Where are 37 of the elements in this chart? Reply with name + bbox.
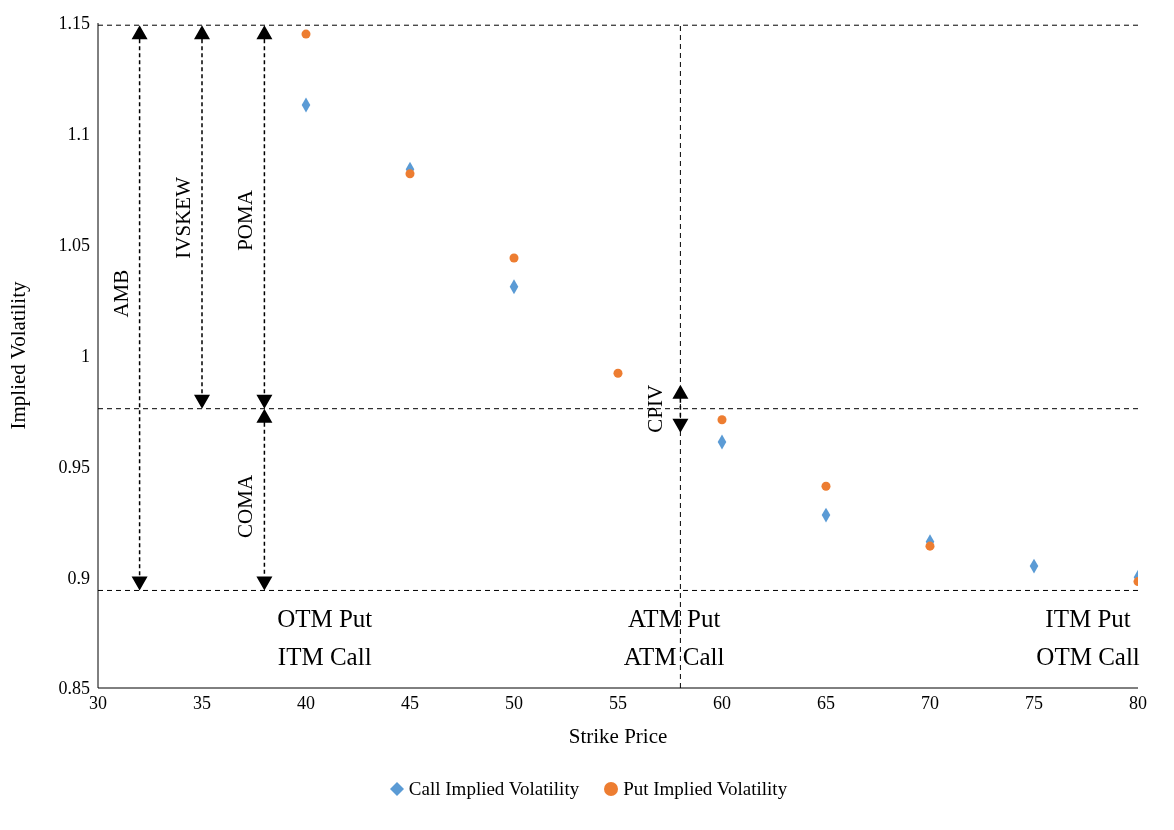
annotation: COMA [233,474,258,538]
x-tick-label: 60 [713,692,731,713]
point [613,368,623,378]
legend-label: Call Implied Volatility [408,778,580,800]
point [717,415,727,425]
y-tick-label: 1.05 [58,235,90,256]
x-axis-title: Strike Price [568,724,668,748]
x-tick-label: 75 [1025,692,1043,713]
point [301,29,311,39]
point [405,169,415,179]
y-axis-title: Implied Volatility [6,281,31,430]
legend-label: Put Implied Volatility [623,778,788,800]
annotation: OTM Put ITM Call [277,605,373,671]
x-tick-label: 70 [921,692,939,713]
point [821,481,831,491]
y-tick-label: 0.95 [58,456,90,477]
y-tick-label: 0.85 [58,678,90,699]
x-tick-label: 40 [297,692,315,713]
point [925,541,935,551]
x-tick-label: 50 [505,692,523,713]
annotation: AMB [108,269,133,318]
annotation: ATM Put ATM Call [623,605,725,671]
y-tick-label: 0.9 [67,567,90,588]
x-tick-label: 45 [401,692,419,713]
annotation: IVSKEW [171,176,195,259]
annotation: CPIV [643,384,668,433]
y-tick-label: 1.1 [67,124,90,145]
point [509,253,519,263]
x-tick-label: 30 [89,692,107,713]
annotation: POMA [233,189,258,251]
y-tick-label: 1 [81,345,90,366]
annotation: ITM Put OTM Call [1036,605,1140,671]
x-tick-label: 55 [609,692,627,713]
x-tick-label: 80 [1129,692,1147,713]
y-tick-label: 1.15 [58,13,90,34]
x-tick-label: 65 [817,692,835,713]
x-tick-label: 35 [193,692,211,713]
